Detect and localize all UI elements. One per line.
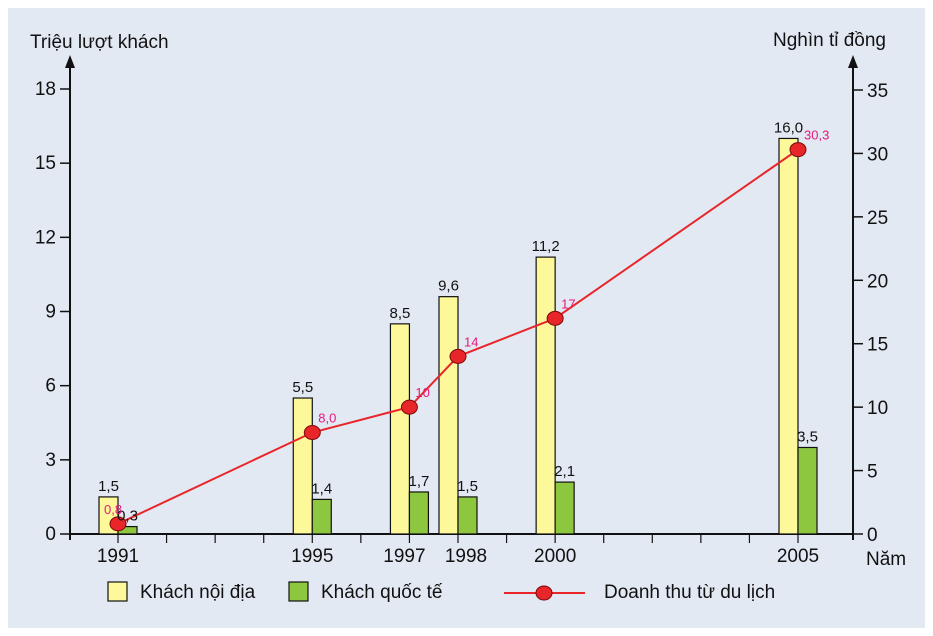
revenue-polyline xyxy=(117,148,799,525)
domestic-bar xyxy=(389,323,411,535)
international-bar xyxy=(408,491,430,535)
domestic-bar xyxy=(438,296,459,535)
left-tick-label: 9 xyxy=(45,302,56,323)
data-labels: 1,5 0,3 5,5 1,4 8,5 1,7 9,6 1,5 11,2 2,1 16,0 3,5 0,… xyxy=(98,119,829,524)
right-axis-title: Nghìn tỉ đồng xyxy=(773,30,886,51)
international-value-label: 1,7 xyxy=(408,473,429,490)
domestic-value-label: 8,5 xyxy=(389,305,410,322)
left-tick-label: 3 xyxy=(45,450,56,471)
right-tick-label: 20 xyxy=(867,271,888,292)
axes: Triệu lượt khách Nghìn tỉ đồng Năm 0 3 6 9 12 15… xyxy=(30,30,906,570)
legend-domestic-label: Khách nội địa xyxy=(140,582,256,603)
international-bar xyxy=(457,496,478,535)
chart: Triệu lượt khách Nghìn tỉ đồng Năm 0 3 6 9 12 15… xyxy=(30,30,906,603)
chart-frame: Triệu lượt khách Nghìn tỉ đồng Năm 0 3 6 9 12 15… xyxy=(8,8,925,628)
right-tick-label: 25 xyxy=(867,208,888,229)
x-tick-label: 1997 xyxy=(383,546,425,567)
x-axis-title: Năm xyxy=(866,549,906,570)
revenue-point xyxy=(400,399,418,415)
right-tick-label: 0 xyxy=(867,525,878,546)
left-tick-label: 15 xyxy=(35,153,56,174)
domestic-bar xyxy=(535,256,556,535)
domestic-value-label: 9,6 xyxy=(438,278,459,295)
x-tick-label: 1995 xyxy=(291,546,333,567)
domestic-value-label: 11,2 xyxy=(532,238,560,255)
right-tick-label: 30 xyxy=(867,144,888,165)
legend-international-swatch xyxy=(288,581,309,602)
left-tick-label: 6 xyxy=(45,376,56,397)
legend: Khách nội địa Khách quốc tế Doanh thu từ d… xyxy=(107,581,775,603)
international-bar xyxy=(311,498,332,535)
legend-domestic-swatch xyxy=(107,581,128,602)
left-axis-arrow xyxy=(65,55,75,68)
revenue-value-label: 8,0 xyxy=(318,411,336,426)
international-bar xyxy=(797,446,818,535)
revenue-point xyxy=(303,425,321,441)
right-tick-label: 15 xyxy=(867,335,888,356)
international-value-label: 2,1 xyxy=(554,463,575,480)
left-tick-label: 12 xyxy=(35,227,56,248)
right-tick-label: 5 xyxy=(867,462,878,483)
legend-revenue-label: Doanh thu từ du lịch xyxy=(604,582,775,603)
revenue-value-label: 10 xyxy=(415,385,429,400)
revenue-value-label: 30,3 xyxy=(804,128,829,143)
international-value-label: 3,5 xyxy=(797,428,818,445)
legend-international-label: Khách quốc tế xyxy=(321,582,443,603)
x-tick-label: 2000 xyxy=(534,546,576,567)
legend-revenue-point xyxy=(535,585,553,601)
revenue-value-label: 0,8 xyxy=(104,502,122,517)
left-tick-label: 0 xyxy=(45,524,56,545)
x-tick-label: 1998 xyxy=(445,546,487,567)
international-value-label: 1,4 xyxy=(311,480,332,497)
right-tick-label: 35 xyxy=(867,81,888,102)
international-value-label: 1,5 xyxy=(457,478,478,495)
international-value-label: 0,3 xyxy=(117,508,138,525)
bars xyxy=(98,137,818,535)
x-tick-label: 1991 xyxy=(97,546,139,567)
revenue-point xyxy=(449,348,467,364)
domestic-bar xyxy=(292,397,313,535)
domestic-value-label: 1,5 xyxy=(98,478,119,495)
domestic-value-label: 16,0 xyxy=(774,119,803,136)
left-tick-label: 18 xyxy=(35,79,56,100)
left-axis-title: Triệu lượt khách xyxy=(30,32,169,53)
revenue-line xyxy=(109,142,807,532)
international-bar xyxy=(554,481,575,535)
right-tick-label: 10 xyxy=(867,398,888,419)
domestic-bar xyxy=(778,137,799,535)
revenue-point xyxy=(109,516,127,532)
revenue-value-label: 14 xyxy=(464,334,478,349)
revenue-point xyxy=(546,310,564,326)
revenue-value-label: 17 xyxy=(561,296,575,311)
domestic-value-label: 5,5 xyxy=(292,379,313,396)
x-tick-label: 2005 xyxy=(777,546,819,567)
right-axis-arrow xyxy=(848,55,858,68)
revenue-point xyxy=(789,142,807,158)
